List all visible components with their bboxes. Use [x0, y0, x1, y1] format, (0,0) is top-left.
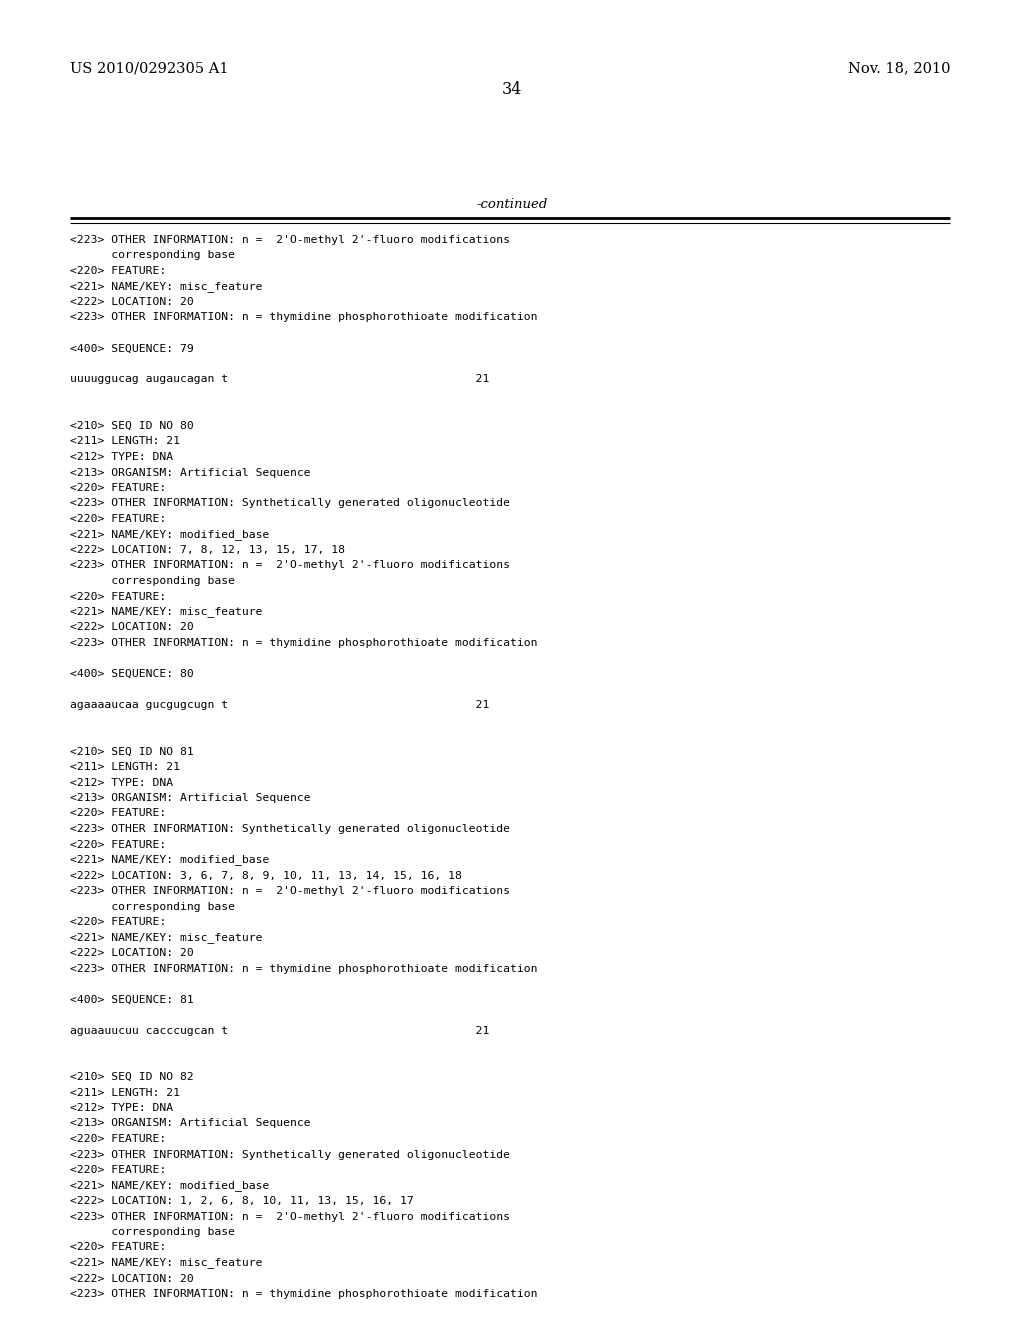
Text: -continued: -continued — [476, 198, 548, 211]
Text: <220> FEATURE:: <220> FEATURE: — [70, 840, 166, 850]
Text: corresponding base: corresponding base — [70, 576, 234, 586]
Text: <222> LOCATION: 7, 8, 12, 13, 15, 17, 18: <222> LOCATION: 7, 8, 12, 13, 15, 17, 18 — [70, 545, 345, 554]
Text: <220> FEATURE:: <220> FEATURE: — [70, 1134, 166, 1144]
Text: <221> NAME/KEY: modified_base: <221> NAME/KEY: modified_base — [70, 1180, 269, 1191]
Text: <223> OTHER INFORMATION: n = thymidine phosphorothioate modification: <223> OTHER INFORMATION: n = thymidine p… — [70, 638, 538, 648]
Text: <222> LOCATION: 1, 2, 6, 8, 10, 11, 13, 15, 16, 17: <222> LOCATION: 1, 2, 6, 8, 10, 11, 13, … — [70, 1196, 414, 1206]
Text: <221> NAME/KEY: modified_base: <221> NAME/KEY: modified_base — [70, 854, 269, 866]
Text: <220> FEATURE:: <220> FEATURE: — [70, 808, 166, 818]
Text: <212> TYPE: DNA: <212> TYPE: DNA — [70, 777, 173, 788]
Text: <222> LOCATION: 3, 6, 7, 8, 9, 10, 11, 13, 14, 15, 16, 18: <222> LOCATION: 3, 6, 7, 8, 9, 10, 11, 1… — [70, 870, 462, 880]
Text: <221> NAME/KEY: misc_feature: <221> NAME/KEY: misc_feature — [70, 932, 262, 942]
Text: <223> OTHER INFORMATION: Synthetically generated oligonucleotide: <223> OTHER INFORMATION: Synthetically g… — [70, 1150, 510, 1159]
Text: <400> SEQUENCE: 80: <400> SEQUENCE: 80 — [70, 669, 194, 678]
Text: <213> ORGANISM: Artificial Sequence: <213> ORGANISM: Artificial Sequence — [70, 467, 310, 478]
Text: 34: 34 — [502, 82, 522, 99]
Text: <220> FEATURE:: <220> FEATURE: — [70, 917, 166, 927]
Text: <213> ORGANISM: Artificial Sequence: <213> ORGANISM: Artificial Sequence — [70, 1118, 310, 1129]
Text: Nov. 18, 2010: Nov. 18, 2010 — [848, 61, 950, 75]
Text: <223> OTHER INFORMATION: n =  2'O-methyl 2'-fluoro modifications: <223> OTHER INFORMATION: n = 2'O-methyl … — [70, 235, 510, 246]
Text: <211> LENGTH: 21: <211> LENGTH: 21 — [70, 762, 180, 772]
Text: <221> NAME/KEY: misc_feature: <221> NAME/KEY: misc_feature — [70, 607, 262, 618]
Text: <223> OTHER INFORMATION: n =  2'O-methyl 2'-fluoro modifications: <223> OTHER INFORMATION: n = 2'O-methyl … — [70, 1212, 510, 1221]
Text: <222> LOCATION: 20: <222> LOCATION: 20 — [70, 1274, 194, 1283]
Text: <212> TYPE: DNA: <212> TYPE: DNA — [70, 1104, 173, 1113]
Text: <220> FEATURE:: <220> FEATURE: — [70, 1166, 166, 1175]
Text: <223> OTHER INFORMATION: n =  2'O-methyl 2'-fluoro modifications: <223> OTHER INFORMATION: n = 2'O-methyl … — [70, 561, 510, 570]
Text: <223> OTHER INFORMATION: n = thymidine phosphorothioate modification: <223> OTHER INFORMATION: n = thymidine p… — [70, 313, 538, 322]
Text: <221> NAME/KEY: misc_feature: <221> NAME/KEY: misc_feature — [70, 1258, 262, 1269]
Text: aguaauucuu cacccugcan t                                    21: aguaauucuu cacccugcan t 21 — [70, 1026, 489, 1035]
Text: corresponding base: corresponding base — [70, 251, 234, 260]
Text: <211> LENGTH: 21: <211> LENGTH: 21 — [70, 437, 180, 446]
Text: <400> SEQUENCE: 81: <400> SEQUENCE: 81 — [70, 994, 194, 1005]
Text: <221> NAME/KEY: modified_base: <221> NAME/KEY: modified_base — [70, 529, 269, 540]
Text: <222> LOCATION: 20: <222> LOCATION: 20 — [70, 297, 194, 308]
Text: <210> SEQ ID NO 82: <210> SEQ ID NO 82 — [70, 1072, 194, 1082]
Text: <213> ORGANISM: Artificial Sequence: <213> ORGANISM: Artificial Sequence — [70, 793, 310, 803]
Text: <400> SEQUENCE: 79: <400> SEQUENCE: 79 — [70, 343, 194, 354]
Text: <220> FEATURE:: <220> FEATURE: — [70, 591, 166, 602]
Text: <221> NAME/KEY: misc_feature: <221> NAME/KEY: misc_feature — [70, 281, 262, 292]
Text: agaaaaucaa gucgugcugn t                                    21: agaaaaucaa gucgugcugn t 21 — [70, 700, 489, 710]
Text: <223> OTHER INFORMATION: n =  2'O-methyl 2'-fluoro modifications: <223> OTHER INFORMATION: n = 2'O-methyl … — [70, 886, 510, 896]
Text: uuuuggucag augaucagan t                                    21: uuuuggucag augaucagan t 21 — [70, 375, 489, 384]
Text: <211> LENGTH: 21: <211> LENGTH: 21 — [70, 1088, 180, 1097]
Text: corresponding base: corresponding base — [70, 1228, 234, 1237]
Text: US 2010/0292305 A1: US 2010/0292305 A1 — [70, 61, 228, 75]
Text: <222> LOCATION: 20: <222> LOCATION: 20 — [70, 948, 194, 958]
Text: <210> SEQ ID NO 81: <210> SEQ ID NO 81 — [70, 747, 194, 756]
Text: <220> FEATURE:: <220> FEATURE: — [70, 483, 166, 492]
Text: <210> SEQ ID NO 80: <210> SEQ ID NO 80 — [70, 421, 194, 432]
Text: corresponding base: corresponding base — [70, 902, 234, 912]
Text: <212> TYPE: DNA: <212> TYPE: DNA — [70, 451, 173, 462]
Text: <223> OTHER INFORMATION: Synthetically generated oligonucleotide: <223> OTHER INFORMATION: Synthetically g… — [70, 499, 510, 508]
Text: <220> FEATURE:: <220> FEATURE: — [70, 1242, 166, 1253]
Text: <223> OTHER INFORMATION: n = thymidine phosphorothioate modification: <223> OTHER INFORMATION: n = thymidine p… — [70, 1290, 538, 1299]
Text: <222> LOCATION: 20: <222> LOCATION: 20 — [70, 623, 194, 632]
Text: <223> OTHER INFORMATION: Synthetically generated oligonucleotide: <223> OTHER INFORMATION: Synthetically g… — [70, 824, 510, 834]
Text: <223> OTHER INFORMATION: n = thymidine phosphorothioate modification: <223> OTHER INFORMATION: n = thymidine p… — [70, 964, 538, 974]
Text: <220> FEATURE:: <220> FEATURE: — [70, 267, 166, 276]
Text: <220> FEATURE:: <220> FEATURE: — [70, 513, 166, 524]
